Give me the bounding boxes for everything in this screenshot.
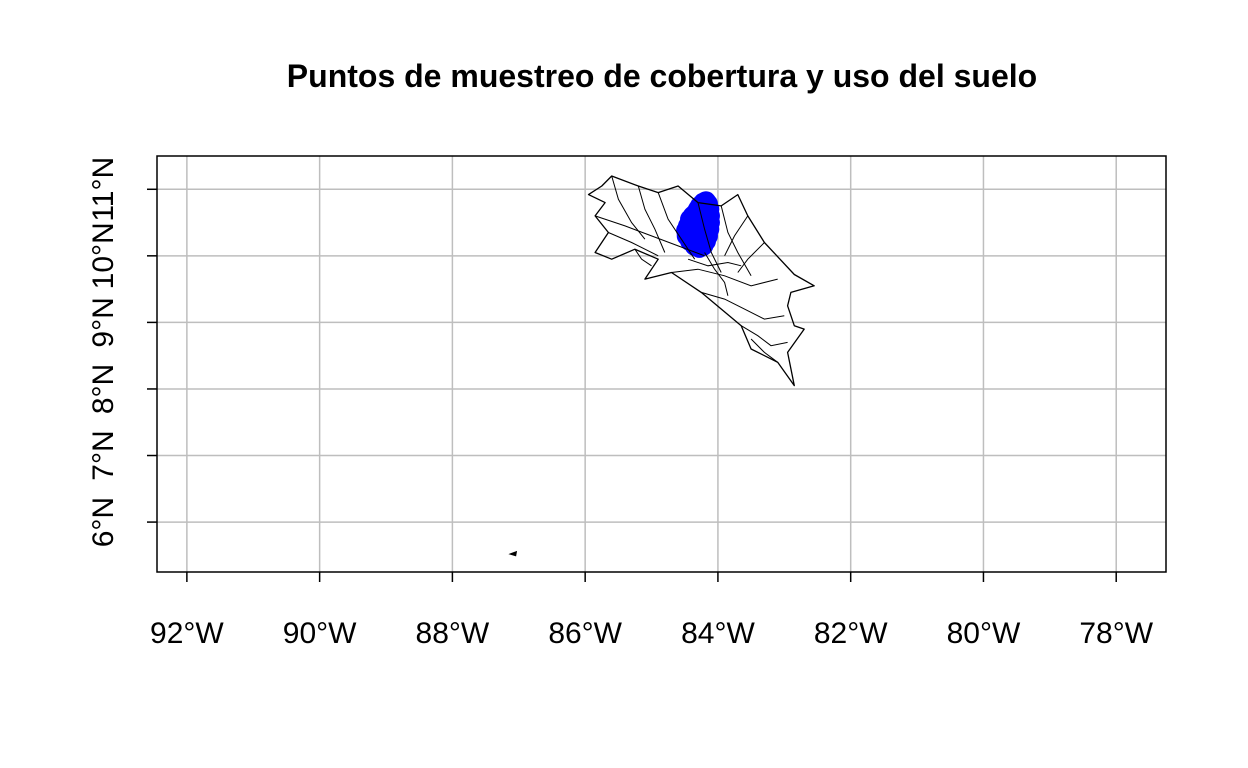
- y-axis: 6°N 7°N 8°N 9°N 10°N11°N: [87, 157, 157, 547]
- plot-frame: [156, 155, 1167, 573]
- y-tick-label: 11°N: [87, 157, 120, 222]
- district-boundary: [671, 268, 778, 287]
- district-boundary: [637, 185, 666, 253]
- x-tick-label: 92°W: [150, 617, 224, 650]
- district-boundary: [608, 232, 659, 257]
- district-boundary: [611, 175, 646, 240]
- boundaries-layer: [508, 175, 815, 557]
- district-boundary: [704, 252, 729, 296]
- x-tick-label: 90°W: [283, 617, 357, 650]
- x-tick-label: 82°W: [814, 617, 888, 650]
- y-tick-label: 6°N: [87, 497, 120, 547]
- x-tick-label: 86°W: [548, 617, 622, 650]
- district-boundary: [701, 291, 785, 320]
- grid-lines: [157, 156, 1166, 572]
- district-boundary: [634, 248, 652, 267]
- district-boundary: [737, 242, 765, 273]
- x-axis: 92°W 90°W 88°W 86°W 84°W 82°W 80°W 78°W: [150, 572, 1154, 650]
- district-boundary: [720, 205, 752, 277]
- island-outline: [508, 550, 518, 557]
- district-boundary: [724, 215, 749, 257]
- district-boundary: [594, 215, 705, 257]
- y-tick-label: 9°N: [87, 297, 120, 347]
- sample-point: [697, 199, 718, 220]
- x-tick-label: 88°W: [416, 617, 490, 650]
- x-tick-label: 78°W: [1079, 617, 1153, 650]
- y-tick-label: 8°N: [87, 364, 120, 414]
- y-tick-label: 7°N: [87, 430, 120, 480]
- district-boundary: [750, 338, 778, 363]
- map-title: Puntos de muestreo de cobertura y uso de…: [286, 58, 1038, 94]
- district-boundary: [687, 258, 742, 267]
- y-tick-label: 10°N: [87, 222, 120, 289]
- x-tick-label: 80°W: [947, 617, 1021, 650]
- x-tick-label: 84°W: [681, 617, 755, 650]
- country-outline: [587, 175, 815, 387]
- district-boundary: [740, 325, 788, 347]
- district-boundary: [697, 202, 722, 273]
